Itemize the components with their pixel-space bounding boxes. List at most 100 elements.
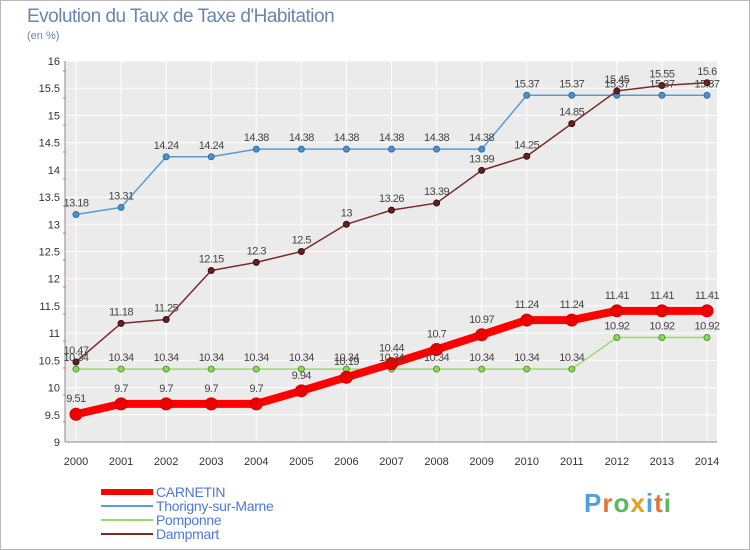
legend-label-thorigny: Thorigny-sur-Marne — [156, 498, 274, 514]
legend-label-pomponne: Pomponne — [156, 512, 222, 528]
data-point-dampmart — [252, 258, 260, 266]
data-point-thorigny-sur-marne — [703, 91, 711, 99]
logo-letter: i — [645, 488, 655, 518]
data-point-pomponne — [568, 365, 576, 373]
legend-label-carnetin: CARNETIN — [156, 484, 226, 500]
data-label-carnetin: 9.7 — [159, 383, 173, 395]
data-label-carnetin: 11.41 — [605, 290, 630, 302]
data-point-dampmart — [117, 319, 125, 327]
y-tick-label: 13.5 — [39, 192, 60, 204]
y-tick-label: 12 — [48, 274, 60, 286]
data-label-pomponne: 10.34 — [63, 352, 88, 364]
y-tick-label: 16 — [48, 56, 60, 68]
x-tick-label: 2013 — [650, 456, 674, 468]
data-point-thorigny-sur-marne — [72, 210, 80, 218]
data-label-thorigny-sur-marne: 15.37 — [514, 78, 539, 90]
data-point-dampmart — [568, 120, 576, 128]
data-label-pomponne: 10.34 — [469, 352, 494, 364]
x-tick-label: 2006 — [334, 456, 358, 468]
data-point-thorigny-sur-marne — [207, 153, 215, 161]
legend-swatch-carnetin — [101, 489, 153, 495]
data-label-pomponne: 10.34 — [289, 352, 314, 364]
data-point-carnetin — [655, 304, 669, 318]
y-tick-label: 9 — [54, 437, 60, 449]
data-label-pomponne: 10.34 — [514, 352, 539, 364]
data-point-pomponne — [523, 365, 531, 373]
data-label-pomponne: 10.34 — [424, 352, 449, 364]
chart-subtitle: (en %) — [27, 30, 60, 42]
data-label-dampmart: 11.25 — [154, 303, 179, 315]
data-label-thorigny-sur-marne: 15.37 — [604, 78, 629, 90]
data-point-pomponne — [658, 333, 666, 341]
data-point-dampmart — [388, 206, 395, 214]
data-point-thorigny-sur-marne — [433, 145, 441, 153]
y-tick-label: 9.5 — [45, 410, 60, 422]
logo-letter: t — [654, 488, 664, 518]
data-point-dampmart — [433, 199, 441, 207]
data-label-dampmart: 11.18 — [109, 306, 134, 318]
data-label-pomponne: 10.92 — [604, 320, 629, 332]
x-tick-label: 2001 — [109, 456, 133, 468]
data-label-dampmart: 12.3 — [247, 245, 267, 257]
data-point-dampmart — [478, 166, 486, 174]
data-label-dampmart: 13 — [341, 207, 353, 219]
legend-label-dampmart: Dampmart — [156, 526, 219, 542]
logo-letter: r — [602, 488, 614, 518]
x-tick-label: 2000 — [64, 456, 88, 468]
data-point-carnetin — [69, 407, 83, 421]
data-point-dampmart — [207, 267, 215, 275]
y-tick-label: 14 — [48, 165, 60, 177]
data-label-thorigny-sur-marne: 15.37 — [649, 78, 674, 90]
data-point-carnetin — [700, 304, 714, 318]
data-point-carnetin — [520, 313, 534, 327]
data-point-carnetin — [294, 384, 308, 398]
legend-swatch-dampmart — [101, 533, 153, 535]
data-label-carnetin: 11.41 — [650, 290, 675, 302]
data-point-thorigny-sur-marne — [342, 145, 350, 153]
data-label-carnetin: 11.24 — [560, 299, 585, 311]
data-label-dampmart: 13.39 — [424, 186, 449, 198]
y-tick-label: 13 — [48, 219, 60, 231]
data-point-carnetin — [475, 328, 489, 342]
data-label-pomponne: 10.92 — [694, 320, 719, 332]
data-point-dampmart — [658, 81, 666, 89]
data-point-thorigny-sur-marne — [252, 145, 260, 153]
data-label-pomponne: 10.34 — [109, 352, 134, 364]
data-point-thorigny-sur-marne — [388, 145, 395, 153]
data-label-thorigny-sur-marne: 15.37 — [559, 78, 584, 90]
data-label-carnetin: 9.7 — [114, 383, 128, 395]
data-label-carnetin: 9.51 — [66, 393, 86, 405]
data-label-dampmart: 12.5 — [292, 235, 312, 247]
data-point-carnetin — [385, 357, 398, 371]
data-label-thorigny-sur-marne: 14.38 — [334, 132, 359, 144]
x-tick-label: 2002 — [154, 456, 178, 468]
logo-letter: x — [630, 488, 646, 518]
data-point-thorigny-sur-marne — [568, 91, 576, 99]
data-label-thorigny-sur-marne: 14.24 — [154, 140, 179, 152]
data-label-thorigny-sur-marne: 14.38 — [469, 132, 494, 144]
data-point-pomponne — [252, 365, 260, 373]
data-label-dampmart: 15.6 — [697, 66, 717, 78]
data-point-dampmart — [523, 152, 531, 160]
data-label-carnetin: 10.7 — [427, 328, 447, 340]
data-point-dampmart — [297, 248, 305, 255]
data-point-carnetin — [565, 313, 579, 327]
x-tick-label: 2012 — [605, 456, 629, 468]
data-label-thorigny-sur-marne: 14.38 — [244, 132, 269, 144]
data-label-carnetin: 10.97 — [469, 314, 494, 326]
data-label-carnetin: 9.7 — [204, 383, 218, 395]
data-label-dampmart: 14.85 — [559, 107, 584, 119]
data-label-dampmart: 15.55 — [649, 68, 674, 80]
data-label-carnetin: 10.19 — [334, 356, 359, 368]
y-tick-label: 10.5 — [39, 355, 60, 367]
data-point-dampmart — [703, 79, 711, 87]
x-tick-label: 2007 — [379, 456, 403, 468]
logo-letter: o — [613, 488, 631, 518]
data-label-pomponne: 10.92 — [649, 320, 674, 332]
x-tick-label: 2008 — [424, 456, 448, 468]
data-point-pomponne — [703, 333, 711, 341]
y-tick-label: 11.5 — [39, 301, 60, 313]
data-label-pomponne: 10.34 — [559, 352, 584, 364]
data-label-carnetin: 10.44 — [379, 343, 404, 355]
